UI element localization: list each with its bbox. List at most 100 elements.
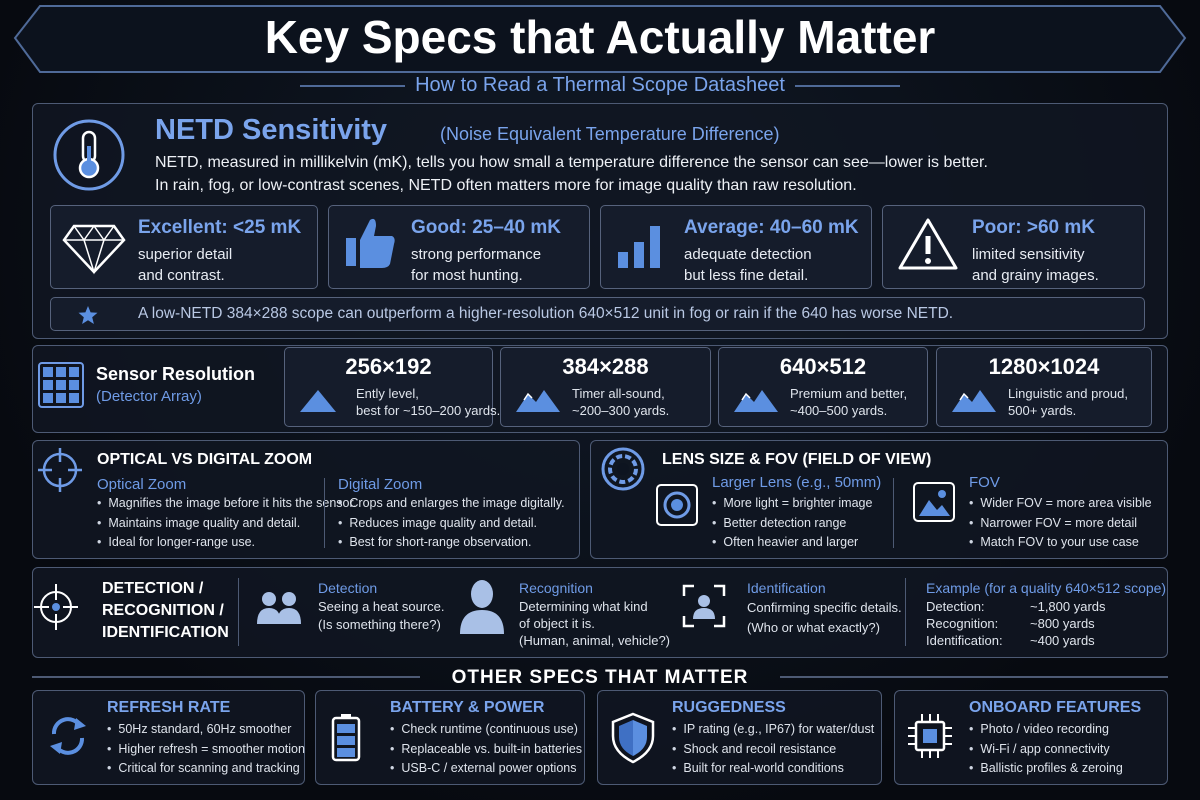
divider <box>893 478 894 548</box>
list-item: Shock and recoil resistance <box>672 740 874 760</box>
tip: A low-NETD 384×288 scope can outperform … <box>138 305 954 322</box>
line: strong performance <box>411 246 542 263</box>
item-list: Crops and enlarges the image digitally.R… <box>338 494 565 553</box>
divider <box>324 478 325 548</box>
line: but less fine detail. <box>684 267 809 284</box>
resolution-card <box>500 347 711 427</box>
list-item: 50Hz standard, 60Hz smoother <box>107 720 305 740</box>
aperture-icon <box>601 447 645 491</box>
line: ~400–500 yards. <box>790 403 888 418</box>
spec-icon <box>906 712 954 764</box>
stage-text: Determining what kind of object it is. (Hu… <box>519 598 670 649</box>
list-item: Wi-Fi / app connectivity <box>969 740 1123 760</box>
example-heading: Example (for a quality 640×512 scope) <box>926 580 1167 596</box>
list-item: Replaceable vs. built-in batteries <box>390 740 582 760</box>
list-item: Best for short-range observation. <box>338 533 565 553</box>
line: best for ~150–200 yards. <box>356 403 501 418</box>
sensor-grid-icon <box>38 362 84 408</box>
list-item: Ballistic profiles & zeroing <box>969 759 1122 779</box>
line: and contrast. <box>138 267 225 284</box>
stage-text: Seeing a heat source. (Is something there… <box>318 598 444 634</box>
resolution-text: Premium and better, ~400–500 yards. <box>790 385 907 419</box>
column-heading: Optical Zoom <box>97 476 187 493</box>
item-list: Wider FOV = more area visibleNarrower FO… <box>969 494 1152 553</box>
thermometer-icon <box>53 119 125 191</box>
mountain-icon-svg <box>734 390 778 412</box>
mountain-icon-svg <box>516 390 560 412</box>
level-text: superior detail and contrast. <box>138 244 232 286</box>
bar-icon <box>618 226 660 268</box>
list-item: Often heavier and larger <box>712 533 872 553</box>
item-list: 50Hz standard, 60Hz smootherHigher refre… <box>107 720 305 779</box>
mountain-icon-svg <box>952 390 996 412</box>
row: Identification: ~400 yards <box>926 632 1106 649</box>
crosshair-icon <box>38 448 82 492</box>
list-item: Check runtime (continuous use) <box>390 720 582 740</box>
resolution-card <box>936 347 1152 427</box>
example-rows: Detection: ~1,800 yards Recognition: ~800 … <box>926 598 1106 649</box>
resolution-card <box>284 347 493 427</box>
divider <box>238 578 239 646</box>
list-item: Built for real-world conditions <box>672 759 874 779</box>
warning-icon <box>898 218 958 270</box>
list-item: Match FOV to your use case <box>969 533 1152 553</box>
mountain-icon <box>950 384 998 414</box>
item-list: More light = brighter imageBetter detect… <box>712 494 872 553</box>
mountain-icon <box>514 384 562 414</box>
line: DETECTION / <box>102 580 204 597</box>
resolution-size: 384×288 <box>562 354 649 379</box>
spec-icon-svg <box>908 714 952 758</box>
row-value: ~800 yards <box>1030 616 1095 631</box>
tip-box <box>50 297 1145 331</box>
netd-title: NETD Sensitivity <box>155 114 388 146</box>
title: Key Specs that Actually Matter <box>264 11 936 63</box>
item-list: Photo / video recordingWi-Fi / app conne… <box>969 720 1123 779</box>
lens-title: LENS SIZE & FOV (FIELD OF VIEW) <box>662 451 932 468</box>
spec-icon <box>609 712 657 764</box>
row: Recognition: ~800 yards <box>926 615 1106 632</box>
column-heading: FOV <box>969 474 1000 491</box>
line: Confirming specific details. <box>747 600 902 615</box>
list-item: Wider FOV = more area visible <box>969 494 1151 514</box>
stage-heading: Recognition <box>519 580 593 596</box>
mountain-icon <box>732 384 780 414</box>
spec-title: BATTERY & POWER <box>390 699 545 716</box>
column-heading: Larger Lens (e.g., 50mm) <box>712 474 882 491</box>
level-label: Poor: >60 mK <box>972 217 1096 238</box>
line: limited sensitivity <box>972 246 1085 263</box>
line: of object it is. <box>519 616 595 631</box>
list-item: USB-C / external power options <box>390 759 582 779</box>
line: adequate detection <box>684 246 812 263</box>
line: for most hunting. <box>411 267 523 284</box>
list-item: Photo / video recording <box>969 720 1123 740</box>
spec-title: RUGGEDNESS <box>672 699 786 716</box>
line: Determining what kind <box>519 599 648 614</box>
line: Seeing a heat source. <box>318 599 445 614</box>
image-icon <box>913 482 955 522</box>
level-card <box>600 205 872 289</box>
mountain-icon <box>298 384 346 414</box>
resolution-size: 256×192 <box>345 354 432 379</box>
line: 500+ yards. <box>1008 403 1077 418</box>
spec-title: REFRESH RATE <box>107 699 231 716</box>
row-label: Detection: <box>926 599 985 614</box>
section-rule <box>32 676 1168 678</box>
level-card <box>50 205 318 289</box>
list-item: Better detection range <box>712 514 872 534</box>
reticle-icon <box>34 584 78 630</box>
line: (Who or what exactly?) <box>747 620 880 635</box>
line: (Human, animal, vehicle?) <box>519 633 671 648</box>
stage-heading: Detection <box>318 580 378 596</box>
dri-title: DETECTION / RECOGNITION / IDENTIFICATION <box>102 578 229 644</box>
row-label: Identification: <box>926 633 1003 648</box>
resolution-title: Sensor Resolution <box>96 364 256 384</box>
divider <box>905 578 906 646</box>
level-text: limited sensitivity and grainy images. <box>972 244 1099 286</box>
list-item: Ideal for longer-range use. <box>97 533 356 553</box>
list-item: Reduces image quality and detail. <box>338 514 565 534</box>
line: Premium and better, <box>790 386 908 401</box>
zoom-title: OPTICAL VS DIGITAL ZOOM <box>97 451 313 468</box>
level-label: Good: 25–40 mK <box>411 217 561 238</box>
list-item: Crops and enlarges the image digitally. <box>338 494 564 514</box>
